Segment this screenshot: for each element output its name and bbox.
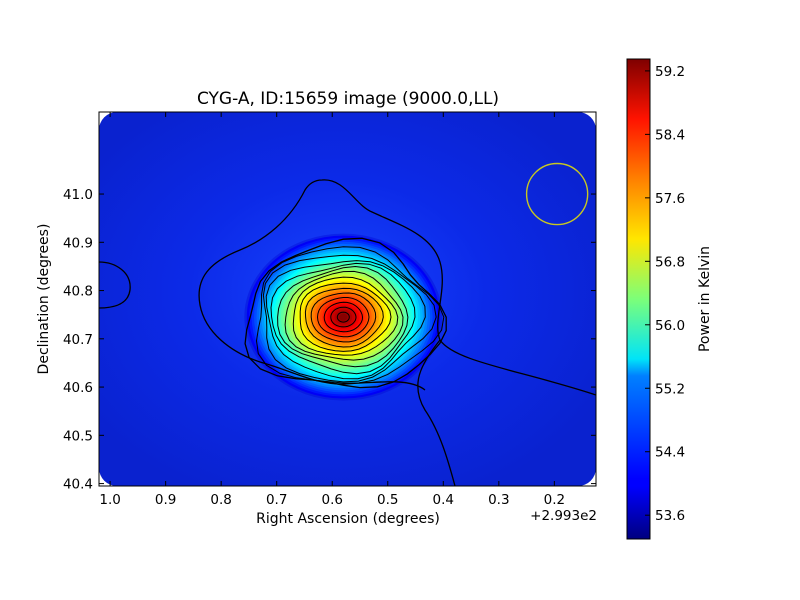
contour-line: [330, 306, 357, 328]
contour-line: [304, 287, 384, 348]
colorbar: 53.6 54.4 55.2 56.0 56.8 57.6 58.4 59.2 Power i…: [626, 58, 713, 540]
x-tick-label: 0.6: [321, 492, 342, 508]
y-tick-label: 40.4: [63, 477, 93, 493]
x-tick-label: 0.9: [155, 492, 176, 508]
x-tick-label: 0.4: [433, 492, 454, 508]
colorbar-tick-label: 56.8: [655, 254, 685, 270]
contour-line: [292, 276, 399, 356]
colorbar-tick-label: 56.0: [655, 318, 685, 334]
contour-line: [323, 301, 364, 333]
y-tick-label: 40.7: [63, 332, 93, 348]
contour-outer: [198, 179, 596, 486]
x-tick-label: 0.3: [488, 492, 509, 508]
contour-line: [284, 270, 404, 361]
colorbar-gradient: [626, 58, 651, 540]
emission-level: [339, 313, 348, 321]
y-axis: 40.4 40.5 40.6 40.7 40.8 40.9 41.0: [63, 187, 596, 493]
colorbar-tick-label: 58.4: [655, 127, 685, 143]
contour-line: [270, 262, 416, 375]
x-tick-label: 1.0: [99, 492, 120, 508]
colorbar-tick-label: 57.6: [655, 191, 685, 207]
x-offset-label: +2.993e2: [530, 508, 597, 524]
beam-circle: [525, 162, 589, 226]
contour-line: [262, 254, 437, 383]
contour-edge-left: [99, 261, 131, 309]
colorbar-label: Power in Kelvin: [697, 246, 713, 352]
colorbar-tick-label: 59.2: [655, 64, 685, 80]
x-tick-label: 0.8: [210, 492, 231, 508]
contour-line: [277, 265, 409, 368]
y-tick-label: 40.9: [63, 235, 93, 251]
contour-line: [299, 282, 392, 352]
y-axis-label: Declination (degrees): [36, 224, 52, 375]
colorbar-tick-label: 53.6: [655, 508, 685, 524]
colorbar-tick-label: 55.2: [655, 381, 685, 397]
contour-line: [244, 237, 447, 389]
contour-lines: [99, 179, 596, 486]
contour-line: [310, 292, 377, 343]
source-emission: [244, 233, 443, 401]
contour-line: [255, 246, 445, 384]
plot-area: [98, 111, 597, 487]
chart-title: CYG-A, ID:15659 image (9000.0,LL): [197, 89, 499, 109]
x-tick-label: 0.5: [377, 492, 398, 508]
y-tick-label: 40.5: [63, 428, 93, 444]
colorbar-ticks: 53.6 54.4 55.2 56.0 56.8 57.6 58.4 59.2: [645, 64, 685, 524]
x-axis-label: Right Ascension (degrees): [256, 511, 440, 527]
y-tick-label: 41.0: [63, 187, 93, 203]
x-tick-label: 0.7: [266, 492, 287, 508]
contour-line: [316, 297, 370, 338]
x-axis: 1.0 0.9 0.8 0.7 0.6 0.5 0.4 0.3 0.2: [99, 112, 565, 508]
x-tick-label: 0.2: [544, 492, 565, 508]
y-tick-label: 40.6: [63, 380, 93, 396]
contour-line: [336, 311, 350, 323]
colorbar-tick-label: 54.4: [655, 445, 685, 461]
plot-frame: [98, 111, 597, 487]
y-tick-label: 40.8: [63, 284, 93, 300]
contour-line: [265, 260, 426, 380]
